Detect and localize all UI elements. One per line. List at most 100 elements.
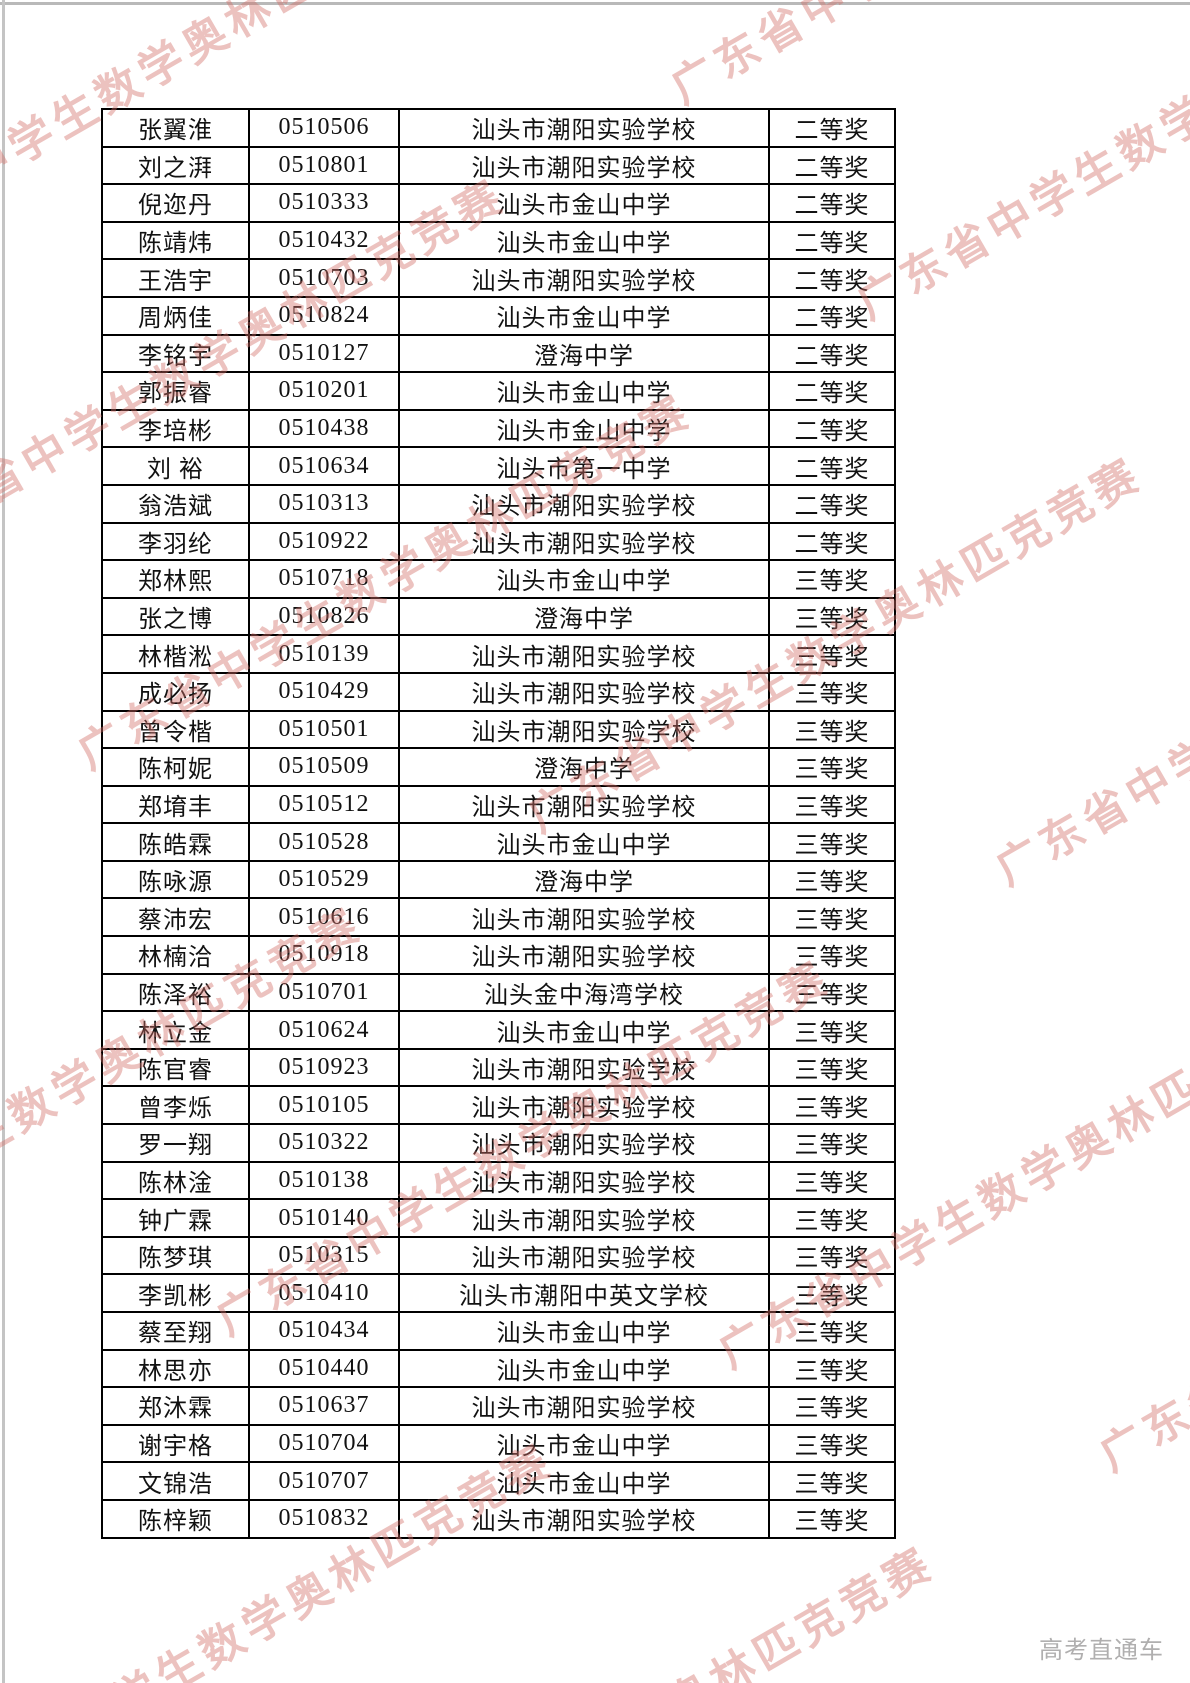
table-row: 曾令楷 0510501 汕头市潮阳实验学校 三等奖 — [101, 709, 896, 750]
table-row: 李培彬 0510438 汕头市金山中学 二等奖 — [101, 408, 896, 449]
cell-school: 汕头市金山中学 — [398, 822, 770, 862]
cell-award: 三等奖 — [768, 859, 896, 900]
cell-award: 二等奖 — [768, 483, 896, 524]
table-row: 郑林熙 0510718 汕头市金山中学 三等奖 — [101, 559, 896, 599]
cell-code: 0510624 — [248, 1010, 400, 1050]
cell-school: 澄海中学 — [398, 747, 770, 787]
table-row: 翁浩斌 0510313 汕头市潮阳实验学校 二等奖 — [101, 483, 896, 524]
cell-code: 0510824 — [248, 295, 400, 336]
table-row: 李凯彬 0510410 汕头市潮阳中英文学校 三等奖 — [101, 1273, 896, 1313]
cell-school: 汕头市潮阳实验学校 — [398, 521, 770, 562]
cell-code: 0510333 — [248, 183, 400, 223]
cell-name: 李凯彬 — [101, 1273, 250, 1313]
cell-name: 谢宇格 — [101, 1423, 250, 1464]
cell-code: 0510506 — [248, 108, 400, 148]
cell-code: 0510707 — [248, 1461, 400, 1501]
cell-school: 汕头市金山中学 — [398, 183, 770, 223]
table-row: 林思亦 0510440 汕头市金山中学 三等奖 — [101, 1348, 896, 1389]
cell-school: 汕头市金山中学 — [398, 1311, 770, 1351]
cell-award: 三等奖 — [768, 747, 896, 787]
cell-school: 澄海中学 — [398, 596, 770, 637]
cell-school: 汕头市第一中学 — [398, 446, 770, 486]
cell-school: 汕头市潮阳中英文学校 — [398, 1273, 770, 1313]
cell-name: 李铭宇 — [101, 333, 250, 374]
cell-award: 三等奖 — [768, 897, 896, 938]
cell-name: 文锦浩 — [101, 1461, 250, 1501]
cell-name: 陈柯妮 — [101, 747, 250, 787]
cell-school: 汕头市潮阳实验学校 — [398, 1198, 770, 1238]
cell-code: 0510127 — [248, 333, 400, 374]
table-row: 罗一翔 0510322 汕头市潮阳实验学校 三等奖 — [101, 1123, 896, 1163]
cell-school: 汕头市潮阳实验学校 — [398, 1085, 770, 1126]
cell-award: 三等奖 — [768, 822, 896, 862]
table-row: 郭振睿 0510201 汕头市金山中学 二等奖 — [101, 371, 896, 411]
cell-award: 三等奖 — [768, 1348, 896, 1389]
table-row: 谢宇格 0510704 汕头市金山中学 三等奖 — [101, 1423, 896, 1464]
cell-school: 澄海中学 — [398, 333, 770, 374]
cell-name: 郑沐霖 — [101, 1386, 250, 1426]
table-row: 陈泽裕 0510701 汕头金中海湾学校 三等奖 — [101, 972, 896, 1013]
cell-code: 0510718 — [248, 559, 400, 599]
cell-school: 汕头市金山中学 — [398, 1010, 770, 1050]
cell-name: 钟广霖 — [101, 1198, 250, 1238]
cell-award: 二等奖 — [768, 183, 896, 223]
cell-school: 汕头市潮阳实验学校 — [398, 1160, 770, 1201]
cell-award: 三等奖 — [768, 1198, 896, 1238]
cell-school: 汕头市金山中学 — [398, 295, 770, 336]
cell-code: 0510703 — [248, 258, 400, 298]
cell-award: 三等奖 — [768, 1085, 896, 1126]
cell-name: 蔡至翔 — [101, 1311, 250, 1351]
table-row: 蔡沛宏 0510616 汕头市潮阳实验学校 三等奖 — [101, 897, 896, 938]
cell-code: 0510637 — [248, 1386, 400, 1426]
cell-school: 汕头市金山中学 — [398, 220, 770, 261]
cell-school: 汕头市金山中学 — [398, 371, 770, 411]
cell-code: 0510440 — [248, 1348, 400, 1389]
cell-name: 张之博 — [101, 596, 250, 637]
cell-name: 郑林熙 — [101, 559, 250, 599]
table-row: 陈靖炜 0510432 汕头市金山中学 二等奖 — [101, 220, 896, 261]
table-row: 刘之湃 0510801 汕头市潮阳实验学校 二等奖 — [101, 145, 896, 186]
cell-school: 汕头市潮阳实验学校 — [398, 483, 770, 524]
cell-school: 汕头市潮阳实验学校 — [398, 709, 770, 750]
cell-name: 罗一翔 — [101, 1123, 250, 1163]
cell-award: 三等奖 — [768, 1311, 896, 1351]
cell-award: 二等奖 — [768, 521, 896, 562]
cell-award: 三等奖 — [768, 1047, 896, 1088]
cell-code: 0510315 — [248, 1235, 400, 1276]
table-row: 陈咏源 0510529 澄海中学 三等奖 — [101, 859, 896, 900]
cell-code: 0510105 — [248, 1085, 400, 1126]
cell-code: 0510918 — [248, 935, 400, 975]
cell-name: 周炳佳 — [101, 295, 250, 336]
cell-code: 0510704 — [248, 1423, 400, 1464]
cell-award: 三等奖 — [768, 559, 896, 599]
award-results-table: 张翼淮 0510506 汕头市潮阳实验学校 二等奖 刘之湃 0510801 汕头市潮阳实验学… — [101, 108, 896, 1539]
cell-code: 0510139 — [248, 634, 400, 674]
table-row: 郑沐霖 0510637 汕头市潮阳实验学校 三等奖 — [101, 1386, 896, 1426]
cell-school: 汕头市潮阳实验学校 — [398, 108, 770, 148]
table-row: 倪迩丹 0510333 汕头市金山中学 二等奖 — [101, 183, 896, 223]
cell-code: 0510832 — [248, 1498, 400, 1539]
cell-name: 倪迩丹 — [101, 183, 250, 223]
cell-award: 三等奖 — [768, 1498, 896, 1539]
cell-name: 林思亦 — [101, 1348, 250, 1389]
cell-code: 0510529 — [248, 859, 400, 900]
cell-school: 汕头市潮阳实验学校 — [398, 671, 770, 712]
cell-school: 汕头市潮阳实验学校 — [398, 145, 770, 186]
cell-school: 汕头市潮阳实验学校 — [398, 784, 770, 825]
cell-name: 王浩宇 — [101, 258, 250, 298]
table-row: 钟广霖 0510140 汕头市潮阳实验学校 三等奖 — [101, 1198, 896, 1238]
table-row: 陈皓霖 0510528 汕头市金山中学 三等奖 — [101, 822, 896, 862]
cell-code: 0510140 — [248, 1198, 400, 1238]
table-row: 李羽纶 0510922 汕头市潮阳实验学校 二等奖 — [101, 521, 896, 562]
cell-school: 汕头市潮阳实验学校 — [398, 897, 770, 938]
page-top-edge-line — [0, 2, 1190, 5]
cell-school: 汕头市潮阳实验学校 — [398, 1047, 770, 1088]
cell-award: 三等奖 — [768, 1160, 896, 1201]
cell-school: 汕头市金山中学 — [398, 1461, 770, 1501]
cell-award: 二等奖 — [768, 333, 896, 374]
table-row: 曾李烁 0510105 汕头市潮阳实验学校 三等奖 — [101, 1085, 896, 1126]
cell-code: 0510922 — [248, 521, 400, 562]
cell-code: 0510434 — [248, 1311, 400, 1351]
cell-school: 汕头金中海湾学校 — [398, 972, 770, 1013]
cell-code: 0510201 — [248, 371, 400, 411]
